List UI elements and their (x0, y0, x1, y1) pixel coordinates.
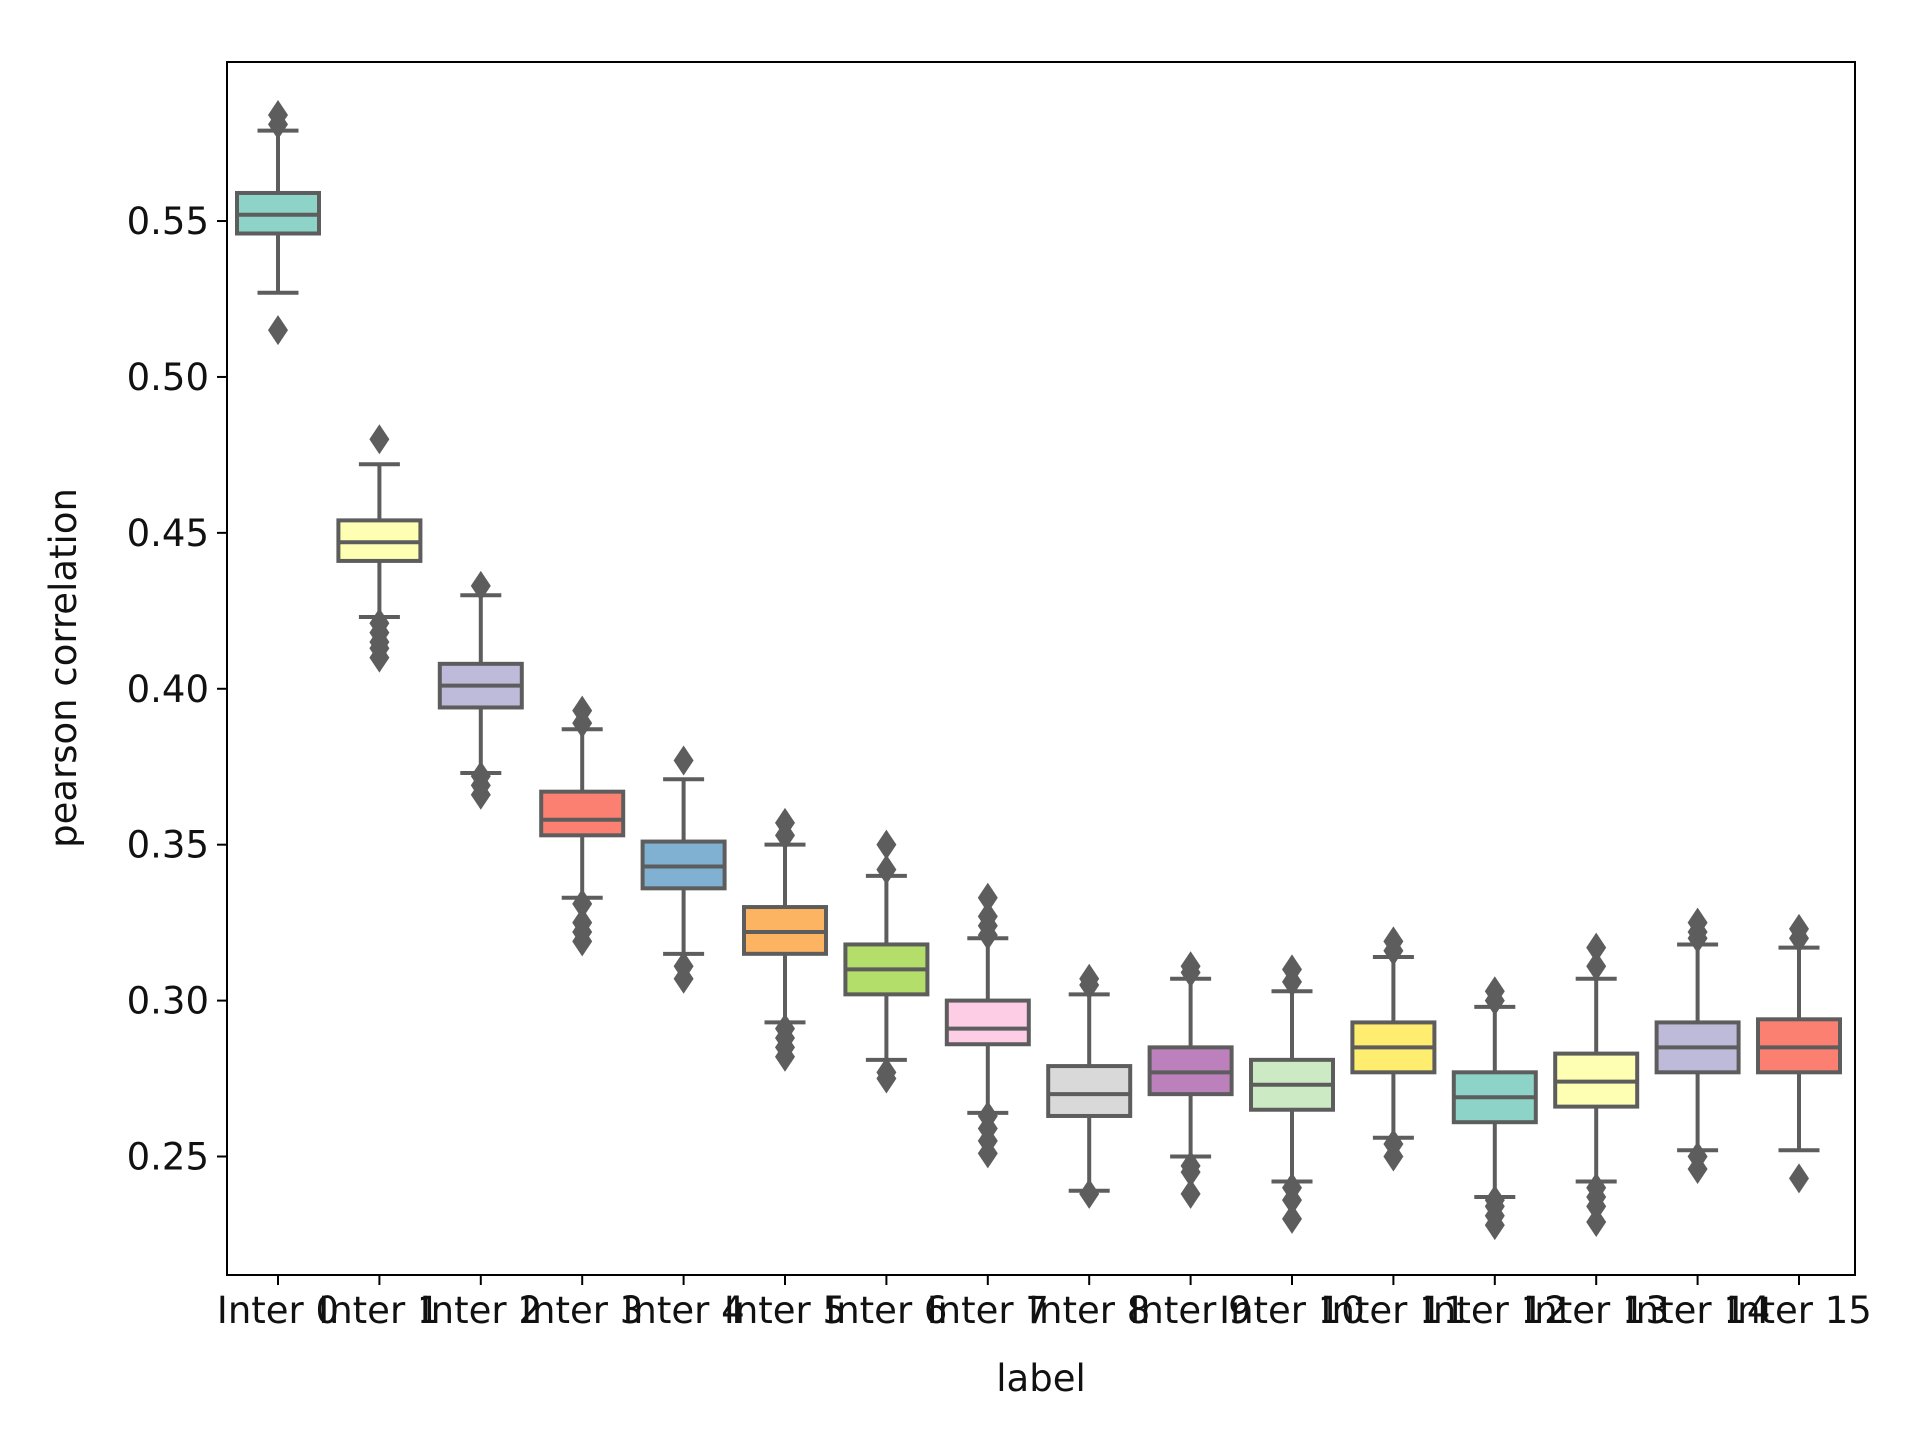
outlier-point (1180, 1178, 1201, 1209)
box-10 (1249, 954, 1335, 1234)
y-axis-label: pearson correlation (42, 488, 85, 848)
outlier-point (1484, 985, 1505, 1016)
y-tick-label: 0.45 (127, 512, 209, 555)
outlier-point (470, 570, 491, 601)
x-tick-label: Inter 2 (420, 1289, 542, 1332)
outlier-point (673, 745, 694, 776)
y-tick-label: 0.30 (127, 980, 209, 1023)
x-tick-label: Inter 4 (623, 1289, 745, 1332)
outlier-point (1282, 1203, 1302, 1234)
outlier-point (470, 779, 491, 810)
outlier-point (1586, 932, 1607, 963)
box-12 (1451, 976, 1538, 1241)
x-tick-label: Inter 5 (724, 1289, 846, 1332)
outlier-point (1180, 957, 1201, 988)
x-tick-label: Inter 14 (1625, 1289, 1771, 1332)
y-axis-ticks: 0.25 0.30 0.35 0.40 0.45 0.50 0.55 (127, 200, 227, 1179)
iqr-box (1046, 1064, 1133, 1118)
x-tick-label: Inter 8 (1028, 1289, 1150, 1332)
outlier-point (977, 882, 998, 913)
x-tick-label: Inter 13 (1523, 1289, 1669, 1332)
outlier-point (1079, 970, 1100, 1001)
box-0 (235, 100, 321, 346)
outlier-point (268, 315, 288, 346)
outlier-point (1180, 1157, 1201, 1188)
outlier-point (1687, 923, 1708, 954)
x-tick-label: Inter 10 (1219, 1289, 1365, 1332)
iqr-box (539, 789, 626, 838)
outlier-point (977, 920, 998, 951)
outlier-point (1383, 935, 1404, 966)
x-tick-label: Inter 11 (1321, 1289, 1467, 1332)
box-8 (1046, 963, 1133, 1209)
outlier-point (369, 642, 390, 673)
outlier-point (1687, 1153, 1708, 1184)
outlier-point (1586, 951, 1607, 982)
outlier-point (268, 109, 288, 140)
box-5 (742, 807, 828, 1072)
y-tick-label: 0.25 (127, 1136, 209, 1179)
box-3 (539, 695, 626, 957)
x-tick-label: Inter 0 (217, 1289, 339, 1332)
plot-frame (226, 61, 1856, 1276)
outlier-point (1586, 1206, 1607, 1237)
outlier-point (1789, 923, 1809, 954)
outlier-point (572, 926, 593, 957)
boxes-layer (235, 100, 1842, 1241)
box-14 (1654, 907, 1741, 1184)
outlier-point (876, 1063, 897, 1094)
outlier-point (369, 424, 390, 455)
outlier-point (1282, 966, 1302, 997)
outlier-point (1484, 1210, 1505, 1241)
x-tick-label: Inter 7 (927, 1289, 1049, 1332)
outlier-point (876, 854, 897, 885)
outlier-point (876, 829, 897, 860)
outlier-point (572, 888, 593, 919)
outlier-point (1383, 1141, 1404, 1172)
outlier-point (572, 708, 593, 739)
x-tick-label: Inter 1 (318, 1289, 440, 1332)
x-tick-label: Inter 15 (1726, 1289, 1872, 1332)
outlier-point (673, 963, 694, 994)
x-tick-label: Inter 6 (825, 1289, 947, 1332)
outlier-point (775, 1041, 795, 1072)
iqr-box (944, 998, 1031, 1047)
y-tick-label: 0.55 (127, 200, 209, 243)
outlier-point (1789, 1163, 1809, 1194)
y-tick-label: 0.35 (127, 824, 209, 867)
box-2 (437, 570, 524, 810)
box-6 (843, 829, 930, 1094)
outlier-point (977, 1138, 998, 1169)
y-tick-label: 0.40 (127, 668, 209, 711)
x-tick-label: Inter 9 (1130, 1289, 1252, 1332)
box-1 (336, 424, 423, 673)
box-11 (1350, 926, 1437, 1172)
box-13 (1553, 932, 1640, 1237)
box-9 (1147, 951, 1234, 1209)
outlier-point (775, 820, 795, 851)
x-axis-label: label (996, 1357, 1085, 1400)
box-7 (944, 882, 1031, 1169)
outlier-point (1079, 1178, 1100, 1209)
x-tick-label: Inter 12 (1422, 1289, 1568, 1332)
outlier-point (1282, 1185, 1302, 1216)
y-tick-label: 0.50 (127, 356, 209, 399)
outlier-point (1586, 1191, 1607, 1222)
box-15 (1756, 913, 1842, 1194)
box-4 (640, 745, 727, 994)
x-tick-label: Inter 3 (521, 1289, 643, 1332)
